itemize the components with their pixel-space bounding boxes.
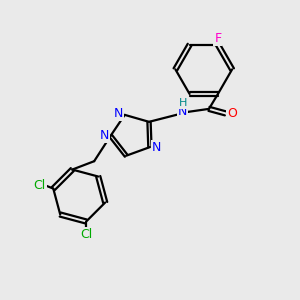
Text: N: N [113, 107, 123, 120]
Text: O: O [227, 107, 237, 120]
Text: Cl: Cl [34, 179, 46, 192]
Text: Cl: Cl [80, 228, 92, 241]
Text: N: N [152, 141, 161, 154]
Text: F: F [214, 32, 221, 45]
Text: N: N [178, 105, 188, 119]
Text: H: H [178, 98, 187, 108]
Text: N: N [99, 129, 109, 142]
